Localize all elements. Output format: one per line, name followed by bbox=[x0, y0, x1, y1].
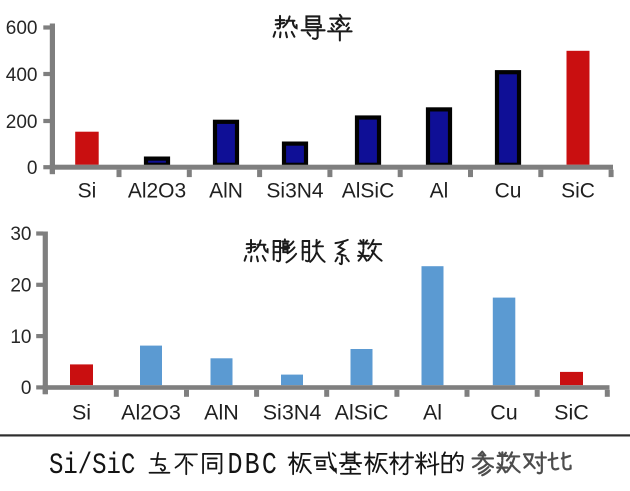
svg-text:AlSiC: AlSiC bbox=[335, 401, 389, 425]
svg-text:Al2O3: Al2O3 bbox=[121, 401, 181, 425]
svg-text:Al: Al bbox=[430, 180, 449, 203]
svg-text:Si: Si bbox=[72, 401, 91, 425]
svg-text:Si/SiC: Si/SiC bbox=[49, 450, 135, 483]
svg-text:Cu: Cu bbox=[490, 401, 517, 425]
svg-text:AlN: AlN bbox=[204, 401, 239, 425]
svg-text:DBC: DBC bbox=[228, 449, 280, 483]
svg-text:AlSiC: AlSiC bbox=[342, 180, 395, 203]
svg-text:600: 600 bbox=[6, 18, 38, 39]
svg-text:20: 20 bbox=[10, 276, 31, 297]
svg-text:400: 400 bbox=[6, 65, 38, 86]
svg-text:SiC: SiC bbox=[561, 180, 595, 203]
svg-text:AlN: AlN bbox=[209, 180, 243, 203]
svg-text:30: 30 bbox=[10, 224, 31, 245]
svg-text:Si3N4: Si3N4 bbox=[266, 180, 324, 203]
svg-text:200: 200 bbox=[6, 112, 38, 133]
svg-text:Si: Si bbox=[78, 180, 97, 203]
svg-text:0: 0 bbox=[27, 158, 38, 179]
svg-text:Al2O3: Al2O3 bbox=[128, 180, 186, 203]
svg-text:SiC: SiC bbox=[554, 401, 589, 425]
svg-text:Al: Al bbox=[423, 401, 442, 425]
svg-text:Cu: Cu bbox=[495, 180, 522, 203]
svg-text:Si3N4: Si3N4 bbox=[263, 401, 322, 425]
svg-text:10: 10 bbox=[10, 327, 31, 348]
svg-text:0: 0 bbox=[21, 378, 32, 399]
